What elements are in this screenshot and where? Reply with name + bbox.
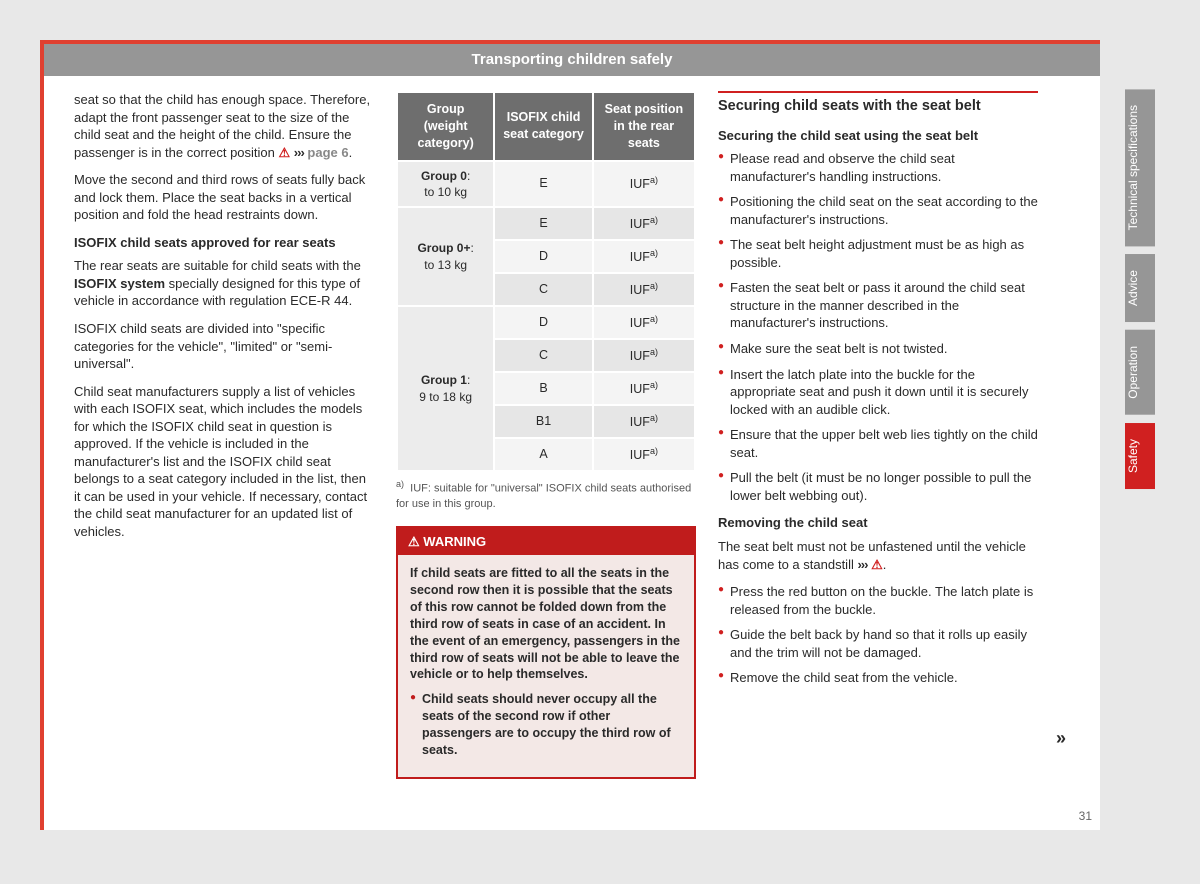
side-tabs: Technical specifications Advice Operatio… — [1125, 89, 1155, 497]
content-columns: seat so that the child has enough space.… — [74, 91, 1070, 779]
footnote-text: IUF: suitable for "universal" ISOFIX chi… — [396, 483, 691, 510]
list-item: Remove the child seat from the vehicle. — [718, 669, 1038, 687]
list-item: Fasten the seat belt or pass it around t… — [718, 279, 1038, 332]
table-cell: IUFa) — [593, 273, 695, 306]
table-group-cell: Group 1:9 to 18 kg — [397, 306, 494, 471]
text: The rear seats are suitable for child se… — [74, 258, 361, 273]
table-cell: D — [494, 306, 592, 339]
footnote-label: a) — [396, 479, 404, 489]
table-header: ISOFIX child seat category — [494, 92, 592, 161]
text: . — [349, 145, 353, 160]
table-cell: IUFa) — [593, 240, 695, 273]
table-cell: IUFa) — [593, 405, 695, 438]
bullet-list: Please read and observe the child seat m… — [718, 150, 1038, 504]
para: Child seat manufacturers supply a list o… — [74, 383, 374, 541]
table-header: Group (weight category) — [397, 92, 494, 161]
list-item: The seat belt height adjustment must be … — [718, 236, 1038, 271]
warning-box-header: WARNING — [398, 528, 694, 556]
table-group-cell: Group 0+:to 13 kg — [397, 207, 494, 306]
table-cell: C — [494, 339, 592, 372]
table-cell: IUFa) — [593, 372, 695, 405]
table-cell: A — [494, 438, 592, 471]
page-ref-chevrons: ››› — [857, 557, 867, 572]
column-middle: Group (weight category) ISOFIX child sea… — [396, 91, 696, 779]
table-cell: IUFa) — [593, 306, 695, 339]
column-right: Securing child seats with the seat belt … — [718, 91, 1038, 779]
list-item: Ensure that the upper belt web lies tigh… — [718, 426, 1038, 461]
text: . — [883, 557, 887, 572]
tab-safety[interactable]: Safety — [1125, 423, 1155, 489]
table-header: Seat position in the rear seats — [593, 92, 695, 161]
table-footnote: a) IUF: suitable for "universal" ISOFIX … — [396, 478, 696, 511]
para: The seat belt must not be unfastened unt… — [718, 538, 1038, 573]
page-title-bar: Transporting children safely — [44, 44, 1100, 76]
table-cell: E — [494, 161, 592, 207]
warning-triangle-icon: ⚠ — [871, 557, 883, 572]
table-cell: IUFa) — [593, 161, 695, 207]
tab-tech-specs[interactable]: Technical specifications — [1125, 89, 1155, 246]
table-cell: D — [494, 240, 592, 273]
continue-icon: » — [1056, 726, 1066, 750]
para: seat so that the child has enough space.… — [74, 91, 374, 161]
table-cell: IUFa) — [593, 339, 695, 372]
para: Move the second and third rows of seats … — [74, 171, 374, 224]
list-item: Press the red button on the buckle. The … — [718, 583, 1038, 618]
subheading: ISOFIX child seats approved for rear sea… — [74, 234, 374, 252]
table-cell: B — [494, 372, 592, 405]
table-cell: C — [494, 273, 592, 306]
page-number: 31 — [1079, 808, 1092, 824]
list-item: Pull the belt (it must be no longer poss… — [718, 469, 1038, 504]
list-item: Guide the belt back by hand so that it r… — [718, 626, 1038, 661]
page-ref-chevrons: ››› — [294, 145, 304, 160]
tab-operation[interactable]: Operation — [1125, 330, 1155, 415]
table-cell: IUFa) — [593, 438, 695, 471]
bullet-list: Press the red button on the buckle. The … — [718, 583, 1038, 687]
warning-bullet: Child seats should never occupy all the … — [410, 691, 682, 759]
page-ref: page 6 — [307, 145, 348, 160]
list-item: Make sure the seat belt is not twisted. — [718, 340, 1038, 358]
table-cell: B1 — [494, 405, 592, 438]
warning-text: If child seats are fitted to all the sea… — [410, 565, 682, 683]
table-group-cell: Group 0:to 10 kg — [397, 161, 494, 207]
table-cell: IUFa) — [593, 207, 695, 240]
warning-box: WARNING If child seats are fitted to all… — [396, 526, 696, 779]
column-left: seat so that the child has enough space.… — [74, 91, 374, 779]
section-heading: Securing child seats with the seat belt — [718, 91, 1038, 117]
list-item: Please read and observe the child seat m… — [718, 150, 1038, 185]
tab-advice[interactable]: Advice — [1125, 254, 1155, 322]
list-item: Insert the latch plate into the buckle f… — [718, 366, 1038, 419]
warning-box-body: If child seats are fitted to all the sea… — [398, 555, 694, 777]
text-bold: ISOFIX system — [74, 276, 165, 291]
subheading: Removing the child seat — [718, 514, 1038, 532]
para: The rear seats are suitable for child se… — [74, 257, 374, 310]
warning-triangle-icon: ⚠ — [279, 145, 291, 160]
table-cell: E — [494, 207, 592, 240]
isofix-table: Group (weight category) ISOFIX child sea… — [396, 91, 696, 472]
manual-page: Transporting children safely seat so tha… — [40, 40, 1100, 830]
list-item: Positioning the child seat on the seat a… — [718, 193, 1038, 228]
para: ISOFIX child seats are divided into "spe… — [74, 320, 374, 373]
subheading: Securing the child seat using the seat b… — [718, 127, 1038, 145]
